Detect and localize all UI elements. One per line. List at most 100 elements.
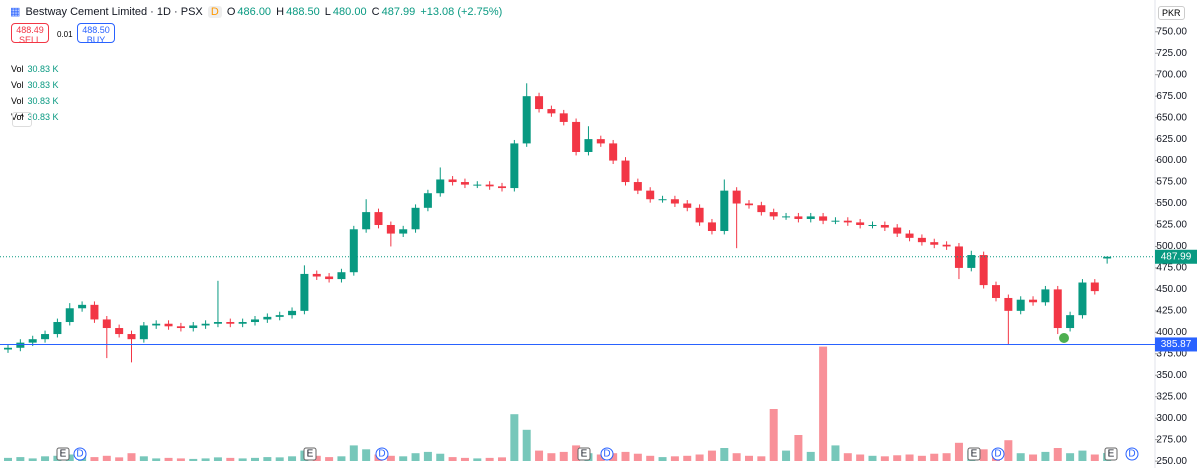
l-value: 480.00 bbox=[332, 6, 367, 18]
candle-body bbox=[979, 255, 988, 286]
hline-label: 385.87 bbox=[1161, 339, 1192, 350]
candle-body bbox=[658, 199, 667, 201]
flag: D bbox=[207, 6, 222, 18]
y-tick-label: 675.00 bbox=[1156, 91, 1187, 102]
volume-bar bbox=[979, 449, 988, 461]
vol-label: Vol bbox=[11, 80, 24, 90]
event-marker bbox=[967, 447, 981, 461]
volume-bar bbox=[621, 451, 630, 461]
event-label: D bbox=[76, 449, 83, 460]
candle-body bbox=[646, 190, 655, 200]
event-marker bbox=[600, 447, 614, 461]
event-marker bbox=[303, 447, 317, 461]
candle-body bbox=[720, 190, 729, 231]
candle-body bbox=[300, 273, 309, 311]
volume-bar bbox=[325, 457, 334, 461]
event-label: E bbox=[307, 449, 314, 460]
volume-bar bbox=[90, 457, 99, 461]
candle-body bbox=[423, 193, 432, 208]
volume-bar bbox=[782, 450, 791, 461]
event-marker bbox=[577, 447, 591, 461]
volume-bar bbox=[312, 455, 321, 461]
h-label: H bbox=[276, 6, 285, 18]
change: +13.08 (+2.75%) bbox=[420, 6, 503, 18]
candle-body bbox=[819, 216, 828, 221]
volume-bar bbox=[238, 458, 247, 461]
candle-body bbox=[967, 255, 976, 268]
candle-body bbox=[893, 227, 902, 234]
volume-bar bbox=[843, 453, 852, 461]
volume-bar bbox=[880, 456, 889, 461]
volume-bar bbox=[1016, 453, 1025, 461]
candle-body bbox=[189, 325, 198, 329]
candle-body bbox=[164, 323, 173, 327]
volume-bar bbox=[423, 451, 432, 461]
title: Bestway Cement Limited · 1D · PSX bbox=[25, 6, 203, 18]
volume-bar bbox=[522, 429, 531, 461]
volume-bar bbox=[683, 455, 692, 461]
volume-bar bbox=[905, 454, 914, 461]
volume-bar bbox=[275, 457, 284, 461]
volume-bar bbox=[794, 435, 803, 461]
sell-label: SELL bbox=[18, 35, 42, 45]
sell-button[interactable]: 488.49 SELL bbox=[11, 23, 49, 45]
candle-body bbox=[942, 244, 951, 247]
volume-bar bbox=[189, 458, 198, 461]
candle-body bbox=[769, 212, 778, 217]
collapse-button[interactable]: ⌃ bbox=[12, 112, 32, 127]
candle-body bbox=[868, 224, 877, 226]
candle-body bbox=[436, 179, 445, 194]
volume-bar bbox=[819, 346, 828, 461]
candle-body bbox=[572, 121, 581, 152]
event-label: E bbox=[581, 449, 588, 460]
candle-body bbox=[53, 322, 62, 335]
volume-bar bbox=[1078, 450, 1087, 461]
y-tick-label: 400.00 bbox=[1156, 327, 1187, 338]
volume-bar bbox=[485, 457, 494, 461]
spread: 0.01 bbox=[57, 30, 73, 39]
event-label: D bbox=[378, 449, 385, 460]
candle-body bbox=[460, 182, 469, 185]
volume-bar bbox=[559, 451, 568, 461]
buy-label: BUY bbox=[86, 35, 106, 45]
y-tick-label: 250.00 bbox=[1156, 456, 1187, 467]
candle-body bbox=[547, 109, 556, 114]
candle-body bbox=[226, 322, 235, 324]
event-marker bbox=[56, 447, 70, 461]
volume-bar bbox=[164, 457, 173, 461]
h-value: 488.50 bbox=[286, 6, 320, 18]
candle-body bbox=[1029, 299, 1038, 303]
candle-body bbox=[41, 334, 50, 340]
y-tick-label: 425.00 bbox=[1156, 305, 1187, 316]
c-value: 487.99 bbox=[381, 6, 416, 18]
currency[interactable]: PKR bbox=[1158, 6, 1185, 20]
volume-bar bbox=[251, 457, 259, 461]
candle-body bbox=[1066, 315, 1075, 329]
buy-button[interactable]: 488.50 BUY bbox=[77, 23, 115, 45]
volume-bar bbox=[720, 448, 729, 461]
volume-bar bbox=[102, 455, 111, 461]
candle-body bbox=[263, 316, 272, 320]
candle-body bbox=[535, 96, 544, 110]
event-label: D bbox=[994, 449, 1001, 460]
volume-bar bbox=[337, 456, 346, 461]
volume-bar bbox=[1066, 453, 1075, 461]
candle-body bbox=[115, 328, 124, 335]
volume-bar bbox=[732, 453, 741, 461]
volume-bar bbox=[868, 455, 877, 461]
volume-row: Vol 30.83 K bbox=[11, 96, 59, 106]
candle-body bbox=[905, 233, 914, 238]
candle-body bbox=[485, 184, 494, 187]
volume-bar bbox=[572, 445, 581, 461]
candle-body bbox=[448, 179, 457, 183]
volume-bar bbox=[596, 454, 605, 461]
y-tick-label: 275.00 bbox=[1156, 434, 1187, 445]
y-tick-label: 700.00 bbox=[1156, 69, 1187, 80]
y-tick-label: 650.00 bbox=[1156, 112, 1187, 123]
candle-body bbox=[362, 212, 371, 230]
candle-body bbox=[337, 272, 346, 280]
candle-body bbox=[670, 199, 679, 204]
